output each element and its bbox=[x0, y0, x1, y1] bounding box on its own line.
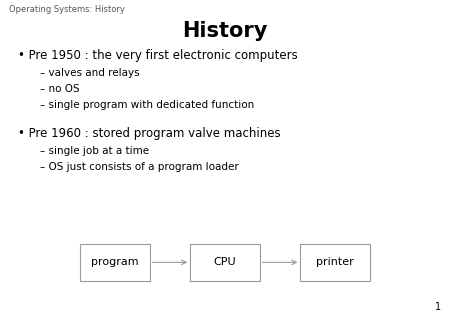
Text: program: program bbox=[91, 257, 139, 267]
FancyBboxPatch shape bbox=[301, 244, 370, 281]
FancyBboxPatch shape bbox=[80, 244, 149, 281]
FancyBboxPatch shape bbox=[190, 244, 260, 281]
Text: • Pre 1960 : stored program valve machines: • Pre 1960 : stored program valve machin… bbox=[18, 127, 281, 140]
Text: 1: 1 bbox=[435, 302, 441, 312]
Text: – valves and relays: – valves and relays bbox=[40, 68, 140, 78]
Text: • Pre 1950 : the very first electronic computers: • Pre 1950 : the very first electronic c… bbox=[18, 49, 298, 62]
Text: Operating Systems: History: Operating Systems: History bbox=[9, 5, 125, 14]
Text: – single program with dedicated function: – single program with dedicated function bbox=[40, 100, 255, 110]
Text: – single job at a time: – single job at a time bbox=[40, 146, 149, 156]
Text: History: History bbox=[182, 21, 268, 41]
Text: CPU: CPU bbox=[214, 257, 236, 267]
Text: – no OS: – no OS bbox=[40, 84, 80, 94]
Text: printer: printer bbox=[316, 257, 354, 267]
Text: – OS just consists of a program loader: – OS just consists of a program loader bbox=[40, 162, 239, 172]
